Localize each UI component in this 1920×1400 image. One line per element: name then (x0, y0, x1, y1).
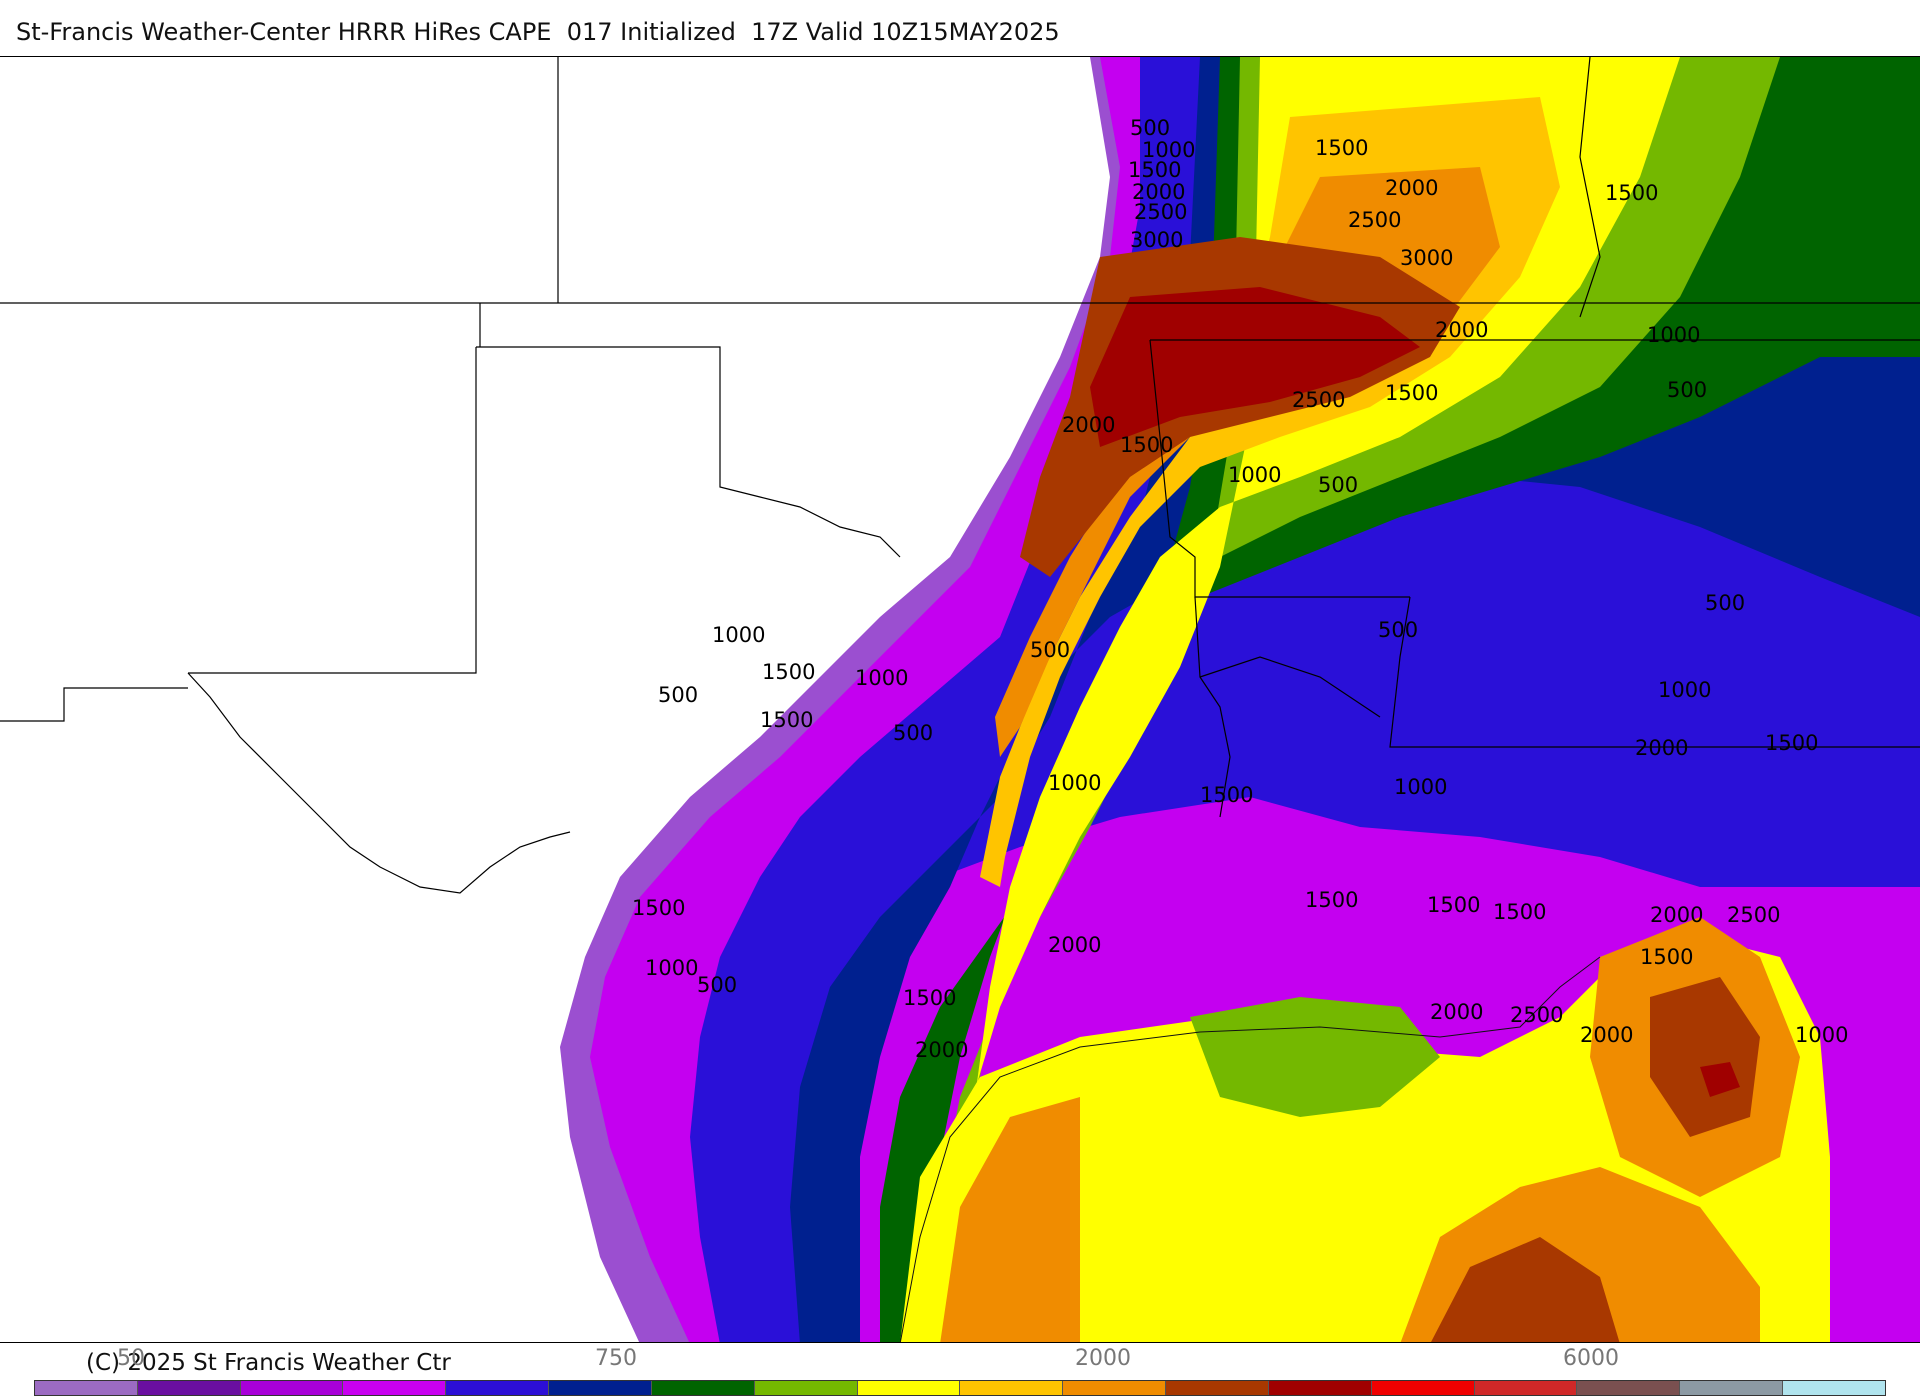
contour-label: 1000 (1048, 771, 1101, 795)
contour-label: 1500 (1120, 433, 1173, 457)
contour-label: 1000 (1647, 323, 1700, 347)
contour-label: 500 (1030, 638, 1070, 662)
contour-label: 2500 (1510, 1003, 1563, 1027)
contour-label: 3000 (1400, 246, 1453, 270)
contour-label: 2000 (1580, 1023, 1633, 1047)
colorbar-segment (137, 1381, 241, 1395)
colorbar-segment (1474, 1381, 1578, 1395)
contour-label: 500 (1378, 618, 1418, 642)
contour-label: 500 (1705, 591, 1745, 615)
cape-fill-yellow (950, 57, 1680, 1342)
contour-label: 3000 (1130, 228, 1183, 252)
colorbar-segment (651, 1381, 755, 1395)
contour-label: 2000 (1650, 903, 1703, 927)
contour-label: 1500 (762, 660, 815, 684)
coastline (899, 956, 1601, 1342)
contour-label: 2000 (915, 1038, 968, 1062)
contour-label: 500 (1130, 116, 1170, 140)
contour-label: 2500 (1727, 903, 1780, 927)
colorbar-tick-label: 6000 (1563, 1346, 1619, 1371)
contour-label: 1000 (1658, 678, 1711, 702)
contour-label: 1500 (1427, 893, 1480, 917)
colorbar-tick-label: 2000 (1075, 1346, 1131, 1371)
contour-label: 2000 (1430, 1000, 1483, 1024)
cape-fill-maroon-gulf (1700, 1062, 1740, 1097)
colorbar-segment (754, 1381, 858, 1395)
contour-label: 2500 (1292, 388, 1345, 412)
contour-label: 1500 (1128, 158, 1181, 182)
colorbar-tick-label: 750 (595, 1346, 637, 1371)
colorbar-segment (1680, 1381, 1784, 1395)
contour-label: 1500 (1385, 381, 1438, 405)
contour-label: 1000 (645, 956, 698, 980)
contour-label: 1000 (1228, 463, 1281, 487)
contour-label: 2000 (1048, 933, 1101, 957)
contour-label: 2500 (1134, 200, 1187, 224)
contour-label: 500 (1667, 378, 1707, 402)
colorbar-legend (34, 1380, 1886, 1396)
contour-label: 1500 (1493, 900, 1546, 924)
colorbar-segment (35, 1381, 138, 1395)
copyright-text: (C) 2025 St Francis Weather Ctr (86, 1350, 451, 1376)
cape-fill-green (930, 57, 1780, 1342)
contour-label: 1000 (1795, 1023, 1848, 1047)
contour-label: 2000 (1385, 176, 1438, 200)
contour-label: 1000 (1394, 775, 1447, 799)
contour-label: 1500 (1605, 181, 1658, 205)
cape-map: 500 1000 1500 2000 2500 3000 1500 2000 2… (0, 56, 1920, 1343)
contour-label: 1500 (903, 986, 956, 1010)
contour-label: 1500 (1315, 136, 1368, 160)
colorbar-tick-label: 50 (117, 1346, 145, 1371)
colorbar-segment (857, 1381, 961, 1395)
contour-label: 1000 (712, 623, 765, 647)
contour-label: 1500 (1765, 731, 1818, 755)
contour-label: 1500 (760, 708, 813, 732)
colorbar-segment (1166, 1381, 1269, 1395)
contour-labels: 500 1000 1500 2000 2500 3000 1500 2000 2… (632, 116, 1848, 1062)
contour-label: 1500 (1640, 945, 1693, 969)
cape-fill-maroon (1090, 287, 1420, 447)
contour-label: 1500 (632, 896, 685, 920)
contour-label: 2000 (1132, 180, 1185, 204)
contour-label: 2000 (1062, 413, 1115, 437)
colorbar-segment (960, 1381, 1064, 1395)
contour-label: 2500 (1348, 208, 1401, 232)
contour-label: 1000 (1142, 138, 1195, 162)
contour-label: 2000 (1435, 318, 1488, 342)
contour-label: 500 (697, 973, 737, 997)
contour-label: 500 (658, 683, 698, 707)
colorbar-segment (1371, 1381, 1475, 1395)
contour-label: 1000 (855, 666, 908, 690)
contour-label: 500 (1318, 473, 1358, 497)
state-boundaries (0, 57, 1920, 894)
colorbar-segment (1063, 1381, 1167, 1395)
colorbar-segment (343, 1381, 447, 1395)
colorbar-segment (1783, 1381, 1885, 1395)
contour-label: 1500 (1305, 888, 1358, 912)
colorbar-segment (549, 1381, 652, 1395)
colorbar-segment (1577, 1381, 1681, 1395)
cape-fill-green-gulf (1190, 997, 1440, 1117)
contour-label: 1500 (1200, 783, 1253, 807)
map-title: St-Francis Weather-Center HRRR HiRes CAP… (16, 18, 1060, 46)
cape-fill-green-dark (880, 57, 1920, 1342)
contour-label: 500 (893, 721, 933, 745)
contour-label: 2000 (1635, 736, 1688, 760)
cape-fill-rust-gulf (1431, 977, 1760, 1342)
colorbar-segment (446, 1381, 550, 1395)
colorbar-segment (240, 1381, 344, 1395)
colorbar-segment (1268, 1381, 1372, 1395)
